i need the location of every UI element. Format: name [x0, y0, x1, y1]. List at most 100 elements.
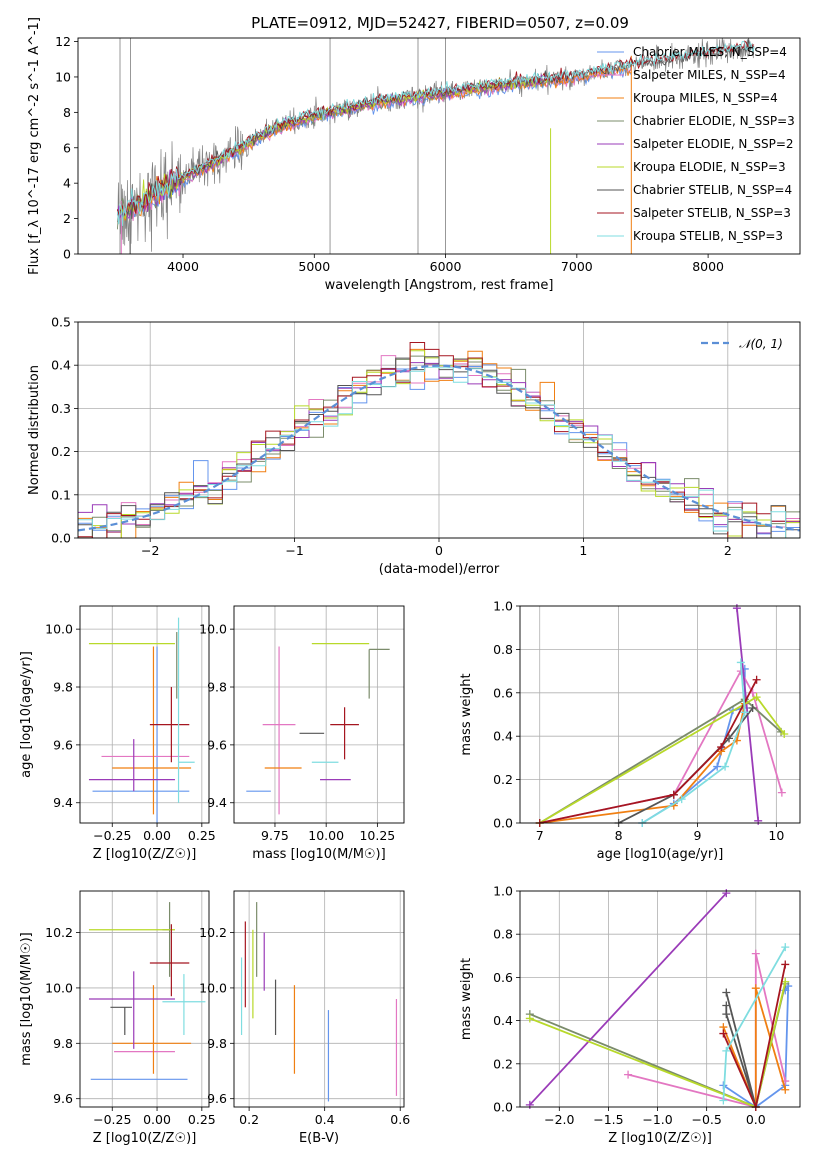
x-tick-label: −2.0 — [544, 1112, 574, 1127]
y-tick-label: 0.4 — [51, 358, 71, 373]
weight-marker-salpeter-stelib — [752, 675, 761, 684]
weight-marker-kroupa-miles — [781, 1085, 790, 1094]
y-tick-label: 9.8 — [53, 1036, 73, 1051]
y-axis-label: age [log10(age/yr)] — [19, 651, 34, 778]
x-axis-label: Z [log10(Z/Z☉)] — [93, 1131, 197, 1146]
x-tick-label: 9.75 — [261, 828, 289, 843]
y-tick-label: 10 — [55, 69, 71, 84]
figure-title: PLATE=0912, MJD=52427, FIBERID=0507, z=0… — [251, 14, 629, 32]
legend-label-kroupa-miles: Kroupa MILES, N_SSP=4 — [633, 91, 778, 105]
histogram-salpeter-elodie — [78, 359, 800, 534]
weight-line-salpeter-stelib — [722, 964, 787, 1107]
y-tick-label: 9.6 — [207, 1091, 227, 1106]
x-tick-label: 0.6 — [390, 1112, 410, 1127]
y-tick-label: 0.2 — [51, 444, 71, 459]
x-tick-label: 10 — [768, 828, 784, 843]
y-axis-label: Normed distribution — [27, 365, 42, 495]
y-axis-label: Flux [f_λ 10^-17 erg cm^-2 s^-1 A^-1] — [27, 17, 42, 275]
weight-marker-salpeter-stelib — [717, 743, 726, 752]
spectrum-panel: 4000 5000 6000 7000 8000 0 2 4 6 8 10 12 wavelength … — [27, 17, 801, 293]
y-tick-label: 0.8 — [493, 927, 513, 942]
x-axis-label: (data-model)/error — [379, 562, 500, 577]
weight-marker-chabrier-stelib — [722, 1001, 731, 1010]
weight-marker-chabrier-stelib — [722, 1010, 731, 1019]
legend-label-normal: 𝒩(0, 1) — [739, 337, 783, 351]
legend-label-chabrier-stelib: Chabrier STELIB, N_SSP=4 — [633, 183, 792, 197]
y-tick-label: 10.0 — [199, 980, 227, 995]
y-axis-label: mass weight — [459, 673, 474, 755]
y-tick-label: 0.0 — [493, 1100, 513, 1115]
y-tick-label: 9.8 — [207, 680, 227, 695]
axes-frame — [233, 605, 405, 824]
x-tick-label: −1.0 — [642, 1112, 672, 1127]
legend-label-salpeter-stelib: Salpeter STELIB, N_SSP=3 — [633, 206, 791, 220]
weight-marker-kroupa-elodie — [525, 1014, 534, 1023]
weight-marker-salpeter-miles — [777, 788, 786, 797]
weight-marker-salpeter-miles — [624, 1070, 633, 1079]
age-vs-mass-panel: 9.75 10.00 10.25 9.4 9.6 9.8 10.0 mass [log10(M… — [199, 605, 405, 862]
y-tick-label: 9.8 — [207, 1036, 227, 1051]
x-tick-label: 0.00 — [143, 828, 171, 843]
y-tick-label: 0.0 — [51, 531, 71, 546]
x-tick-label: 5000 — [298, 259, 330, 274]
y-tick-label: 0 — [63, 247, 71, 262]
y-tick-label: 10.2 — [199, 925, 227, 940]
x-tick-label: −0.25 — [93, 828, 131, 843]
axes-frame — [519, 890, 801, 1108]
weight-marker-salpeter-elodie — [754, 816, 763, 825]
weight-marker-kroupa-stelib — [719, 1096, 728, 1105]
mass-vs-ebv-panel: 0.2 0.4 0.6 9.6 9.8 10.0 10.2 E(B-V) — [199, 890, 410, 1146]
x-tick-label: 6000 — [430, 259, 462, 274]
y-axis-label: mass weight — [459, 958, 474, 1040]
x-axis-label: E(B-V) — [299, 1131, 339, 1146]
y-tick-label: 0.1 — [51, 487, 71, 502]
weight-marker-chabrier-stelib — [722, 988, 731, 997]
weight-marker-chabrier-stelib — [748, 703, 757, 712]
model-spectrum-kroupa-stelib — [116, 40, 755, 227]
y-tick-label: 9.4 — [53, 795, 73, 810]
y-tick-label: 0.5 — [51, 315, 71, 330]
x-tick-label: 7 — [536, 828, 544, 843]
x-axis-label: Z [log10(Z/Z☉)] — [93, 847, 197, 862]
y-tick-label: 0.3 — [51, 401, 71, 416]
x-tick-label: 0 — [435, 543, 443, 558]
y-tick-label: 10.0 — [45, 980, 73, 995]
x-tick-label: −0.25 — [93, 1112, 131, 1127]
weight-marker-kroupa-stelib — [677, 795, 686, 804]
legend-label-salpeter-elodie: Salpeter ELODIE, N_SSP=2 — [633, 137, 794, 151]
x-axis-label: wavelength [Angstrom, rest frame] — [325, 278, 554, 293]
weight-marker-kroupa-miles — [751, 984, 760, 993]
weight-marker-salpeter-elodie — [525, 1100, 534, 1109]
x-tick-label: 0.2 — [239, 1112, 259, 1127]
x-tick-label: 7000 — [561, 259, 593, 274]
x-tick-label: 10.25 — [359, 828, 395, 843]
weight-marker-salpeter-elodie — [722, 889, 731, 898]
x-tick-label: 4000 — [167, 259, 199, 274]
y-tick-label: 10.0 — [45, 622, 73, 637]
x-tick-label: 0.0 — [746, 1112, 766, 1127]
x-axis-label: mass [log10(M/M☉)] — [252, 847, 385, 862]
legend-label-kroupa-elodie: Kroupa ELODIE, N_SSP=3 — [633, 160, 786, 174]
legend-label-chabrier-miles: Chabrier MILES, N_SSP=4 — [633, 45, 787, 59]
legend-label-kroupa-stelib: Kroupa STELIB, N_SSP=3 — [633, 229, 783, 243]
x-tick-label: −1.5 — [593, 1112, 623, 1127]
y-tick-label: 0.6 — [493, 685, 513, 700]
weight-line-kroupa-elodie — [529, 981, 787, 1107]
x-tick-label: 0.00 — [143, 1112, 171, 1127]
x-tick-label: −2 — [141, 543, 159, 558]
y-tick-label: 10.2 — [45, 925, 73, 940]
y-tick-label: 9.6 — [53, 737, 73, 752]
axes-frame — [77, 321, 801, 539]
model-spectrum-salpeter-stelib — [116, 40, 755, 216]
histogram-salpeter-stelib — [78, 342, 800, 538]
y-tick-label: 6 — [63, 140, 71, 155]
legend-label-chabrier-elodie: Chabrier ELODIE, N_SSP=3 — [633, 114, 795, 128]
weight-marker-kroupa-stelib — [722, 1046, 731, 1055]
age-vs-metallicity-panel: −0.25 0.00 0.25 9.4 9.6 9.8 10.0 Z [log10(Z/Z☉)… — [19, 605, 216, 862]
histogram-kroupa-stelib — [78, 366, 800, 538]
x-tick-label: 8 — [615, 828, 623, 843]
y-tick-label: 0.2 — [493, 772, 513, 787]
residuals-panel: −2 −1 0 1 2 0.0 0.1 0.2 0.3 0.4 0.5 (data-model)/er… — [27, 315, 801, 577]
x-tick-label: 1 — [579, 543, 587, 558]
histogram-chabrier-stelib — [78, 356, 800, 538]
